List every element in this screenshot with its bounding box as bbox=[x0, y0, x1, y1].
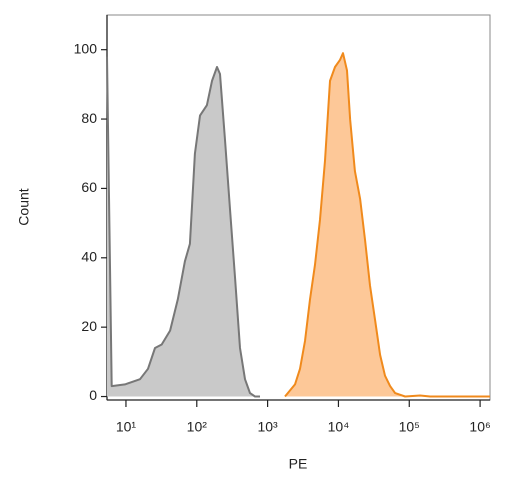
x-tick-label: 10¹ bbox=[116, 419, 137, 435]
x-tick-label: 10⁶ bbox=[469, 419, 490, 435]
histogram-line bbox=[106, 56, 260, 398]
y-axis-label: Count bbox=[16, 188, 32, 225]
histogram-line bbox=[284, 52, 490, 398]
y-tick-label: 100 bbox=[74, 40, 98, 56]
y-tick-label: 40 bbox=[81, 248, 97, 264]
x-tick-label: 10³ bbox=[257, 419, 278, 435]
x-tick-label: 10⁴ bbox=[328, 419, 350, 435]
x-axis-label: PE bbox=[289, 456, 308, 472]
y-tick-label: 80 bbox=[81, 110, 97, 126]
area-fill bbox=[285, 53, 490, 397]
y-tick-label: 20 bbox=[81, 318, 97, 334]
area-fill bbox=[107, 56, 260, 397]
y-tick-label: 60 bbox=[81, 179, 97, 195]
x-tick-label: 10⁵ bbox=[399, 419, 420, 435]
x-tick-label: 10² bbox=[187, 419, 208, 435]
y-tick-label: 0 bbox=[89, 387, 97, 403]
